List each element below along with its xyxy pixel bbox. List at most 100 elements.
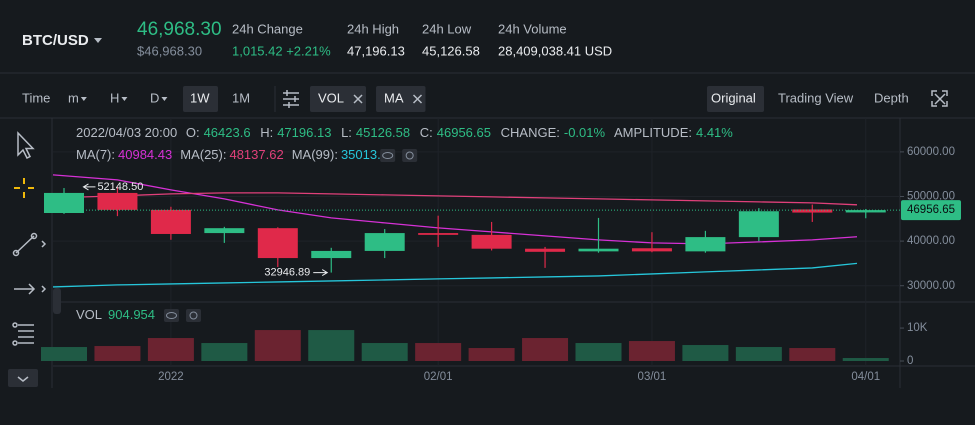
ma-legend: MA(7): 40984.43 MA(25): 48137.62 MA(99): 3501…	[76, 147, 418, 162]
y-tick-label: 40000.00	[907, 235, 955, 247]
volume-bar	[147, 338, 194, 361]
candle-body	[257, 228, 298, 259]
y-tick-label: 30000.00	[907, 280, 955, 292]
info-open: 46423.6	[204, 125, 251, 140]
view-tab[interactable]: Original	[711, 90, 756, 105]
candle-body	[685, 237, 726, 252]
vol-tick-label: 0	[907, 355, 913, 367]
price-pane: 52148.50 32946.89 46956.65	[44, 174, 961, 288]
volume-bar	[201, 343, 248, 361]
vol-value: 904.954	[108, 307, 155, 322]
active-interval-bg	[183, 86, 218, 112]
indicator-bg[interactable]	[376, 86, 426, 112]
panel-handle[interactable]	[53, 288, 61, 314]
volume-bar	[308, 330, 355, 361]
candle-body	[631, 248, 672, 252]
volume-bar	[361, 343, 408, 361]
candle-body	[150, 209, 191, 234]
x-tick-label: 02/01	[424, 371, 453, 383]
last-price-tag	[901, 200, 961, 221]
fib-tool[interactable]	[12, 322, 34, 346]
indicator[interactable]: MA	[384, 90, 404, 105]
y-tick-label: 50000.00	[907, 191, 955, 203]
info-label: AMPLITUDE:	[614, 125, 692, 140]
info-label: L:	[341, 125, 352, 140]
cursor-tool[interactable]	[17, 131, 35, 160]
candle-body	[311, 250, 352, 259]
view-tab[interactable]: Trading View	[778, 90, 854, 105]
crosshair-tool[interactable]	[14, 178, 34, 198]
stat-value: 1,015.42 +2.21%	[232, 43, 331, 58]
volume-pane	[41, 330, 889, 361]
candle-body	[792, 209, 833, 213]
candle-body	[44, 192, 84, 214]
chevron	[17, 376, 29, 382]
pair-caret[interactable]	[94, 38, 102, 43]
settings-icon[interactable]	[283, 90, 299, 108]
legend-name: MA(99):	[292, 147, 338, 162]
interval[interactable]: H	[110, 90, 119, 105]
info-label: C:	[420, 125, 433, 140]
vol-icons[interactable]	[164, 309, 201, 322]
volume-bar	[628, 341, 675, 361]
settings-icon[interactable]	[402, 149, 418, 162]
ray-tool[interactable]	[14, 283, 47, 295]
stat-value: 45,126.58	[422, 43, 480, 58]
candle-body	[845, 210, 886, 213]
eye	[382, 152, 394, 159]
candle-body	[525, 248, 566, 252]
low-arrow	[313, 269, 329, 277]
caret	[161, 97, 168, 101]
indicator-bg[interactable]	[310, 86, 367, 112]
fullscreen-icon[interactable]	[931, 90, 948, 107]
info-label: H:	[260, 125, 273, 140]
info-high: 47196.13	[277, 125, 331, 140]
line-tool[interactable]	[12, 232, 47, 257]
candle-body	[364, 233, 405, 251]
pair[interactable]: BTC/USD	[22, 32, 89, 49]
stat-label: 24h Low	[422, 21, 472, 36]
time-label: Time	[22, 90, 50, 105]
interval[interactable]: 1M	[232, 90, 250, 105]
interval[interactable]: D	[150, 90, 159, 105]
stat-value: 28,409,038.41 USD	[498, 43, 612, 58]
stat-label: 24h High	[347, 21, 399, 36]
candle-body	[471, 234, 512, 249]
caret	[121, 97, 128, 101]
indicator[interactable]: VOL	[318, 90, 344, 105]
legend-name: MA(25):	[180, 147, 226, 162]
interval[interactable]: 1W	[190, 90, 210, 105]
view-tab[interactable]: Depth	[874, 90, 909, 105]
sidebar-collapse[interactable]	[8, 369, 38, 387]
info-close: 46956.65	[437, 125, 491, 140]
candle-body	[738, 211, 779, 238]
x-tick-label: 2022	[158, 371, 184, 383]
volume-bar	[41, 347, 87, 361]
ma-legend-text: MA(7): 40984.43 MA(25): 48137.62 MA(99): 3501…	[76, 147, 395, 162]
caret	[80, 97, 87, 101]
legend-value: 48137.62	[229, 147, 283, 162]
candle-body	[578, 248, 619, 252]
vol-tick-label: 10K	[907, 322, 928, 334]
last-price: 46,968.30	[137, 19, 222, 40]
stat-label: 24h Change	[232, 21, 303, 36]
info-label: O:	[186, 125, 200, 140]
info-change: -0.01%	[564, 125, 606, 140]
ma-line	[52, 192, 858, 206]
volume-bar	[842, 358, 889, 361]
volume-bar	[94, 346, 141, 361]
close-icon	[412, 94, 423, 104]
close-icon	[353, 94, 363, 104]
usd-price: $46,968.30	[137, 43, 202, 58]
info-time: 2022/04/03 20:00	[76, 125, 177, 140]
ma-line	[52, 174, 858, 245]
interval[interactable]: m	[68, 90, 79, 105]
volume-bar	[735, 347, 782, 361]
volume-bar	[575, 343, 622, 361]
info-label: CHANGE:	[501, 125, 560, 140]
candle-body	[97, 192, 138, 210]
active-view-bg	[707, 86, 764, 112]
volume-bar	[682, 345, 729, 361]
eye-icon[interactable]	[380, 149, 396, 162]
vol-name: VOL	[76, 307, 102, 322]
